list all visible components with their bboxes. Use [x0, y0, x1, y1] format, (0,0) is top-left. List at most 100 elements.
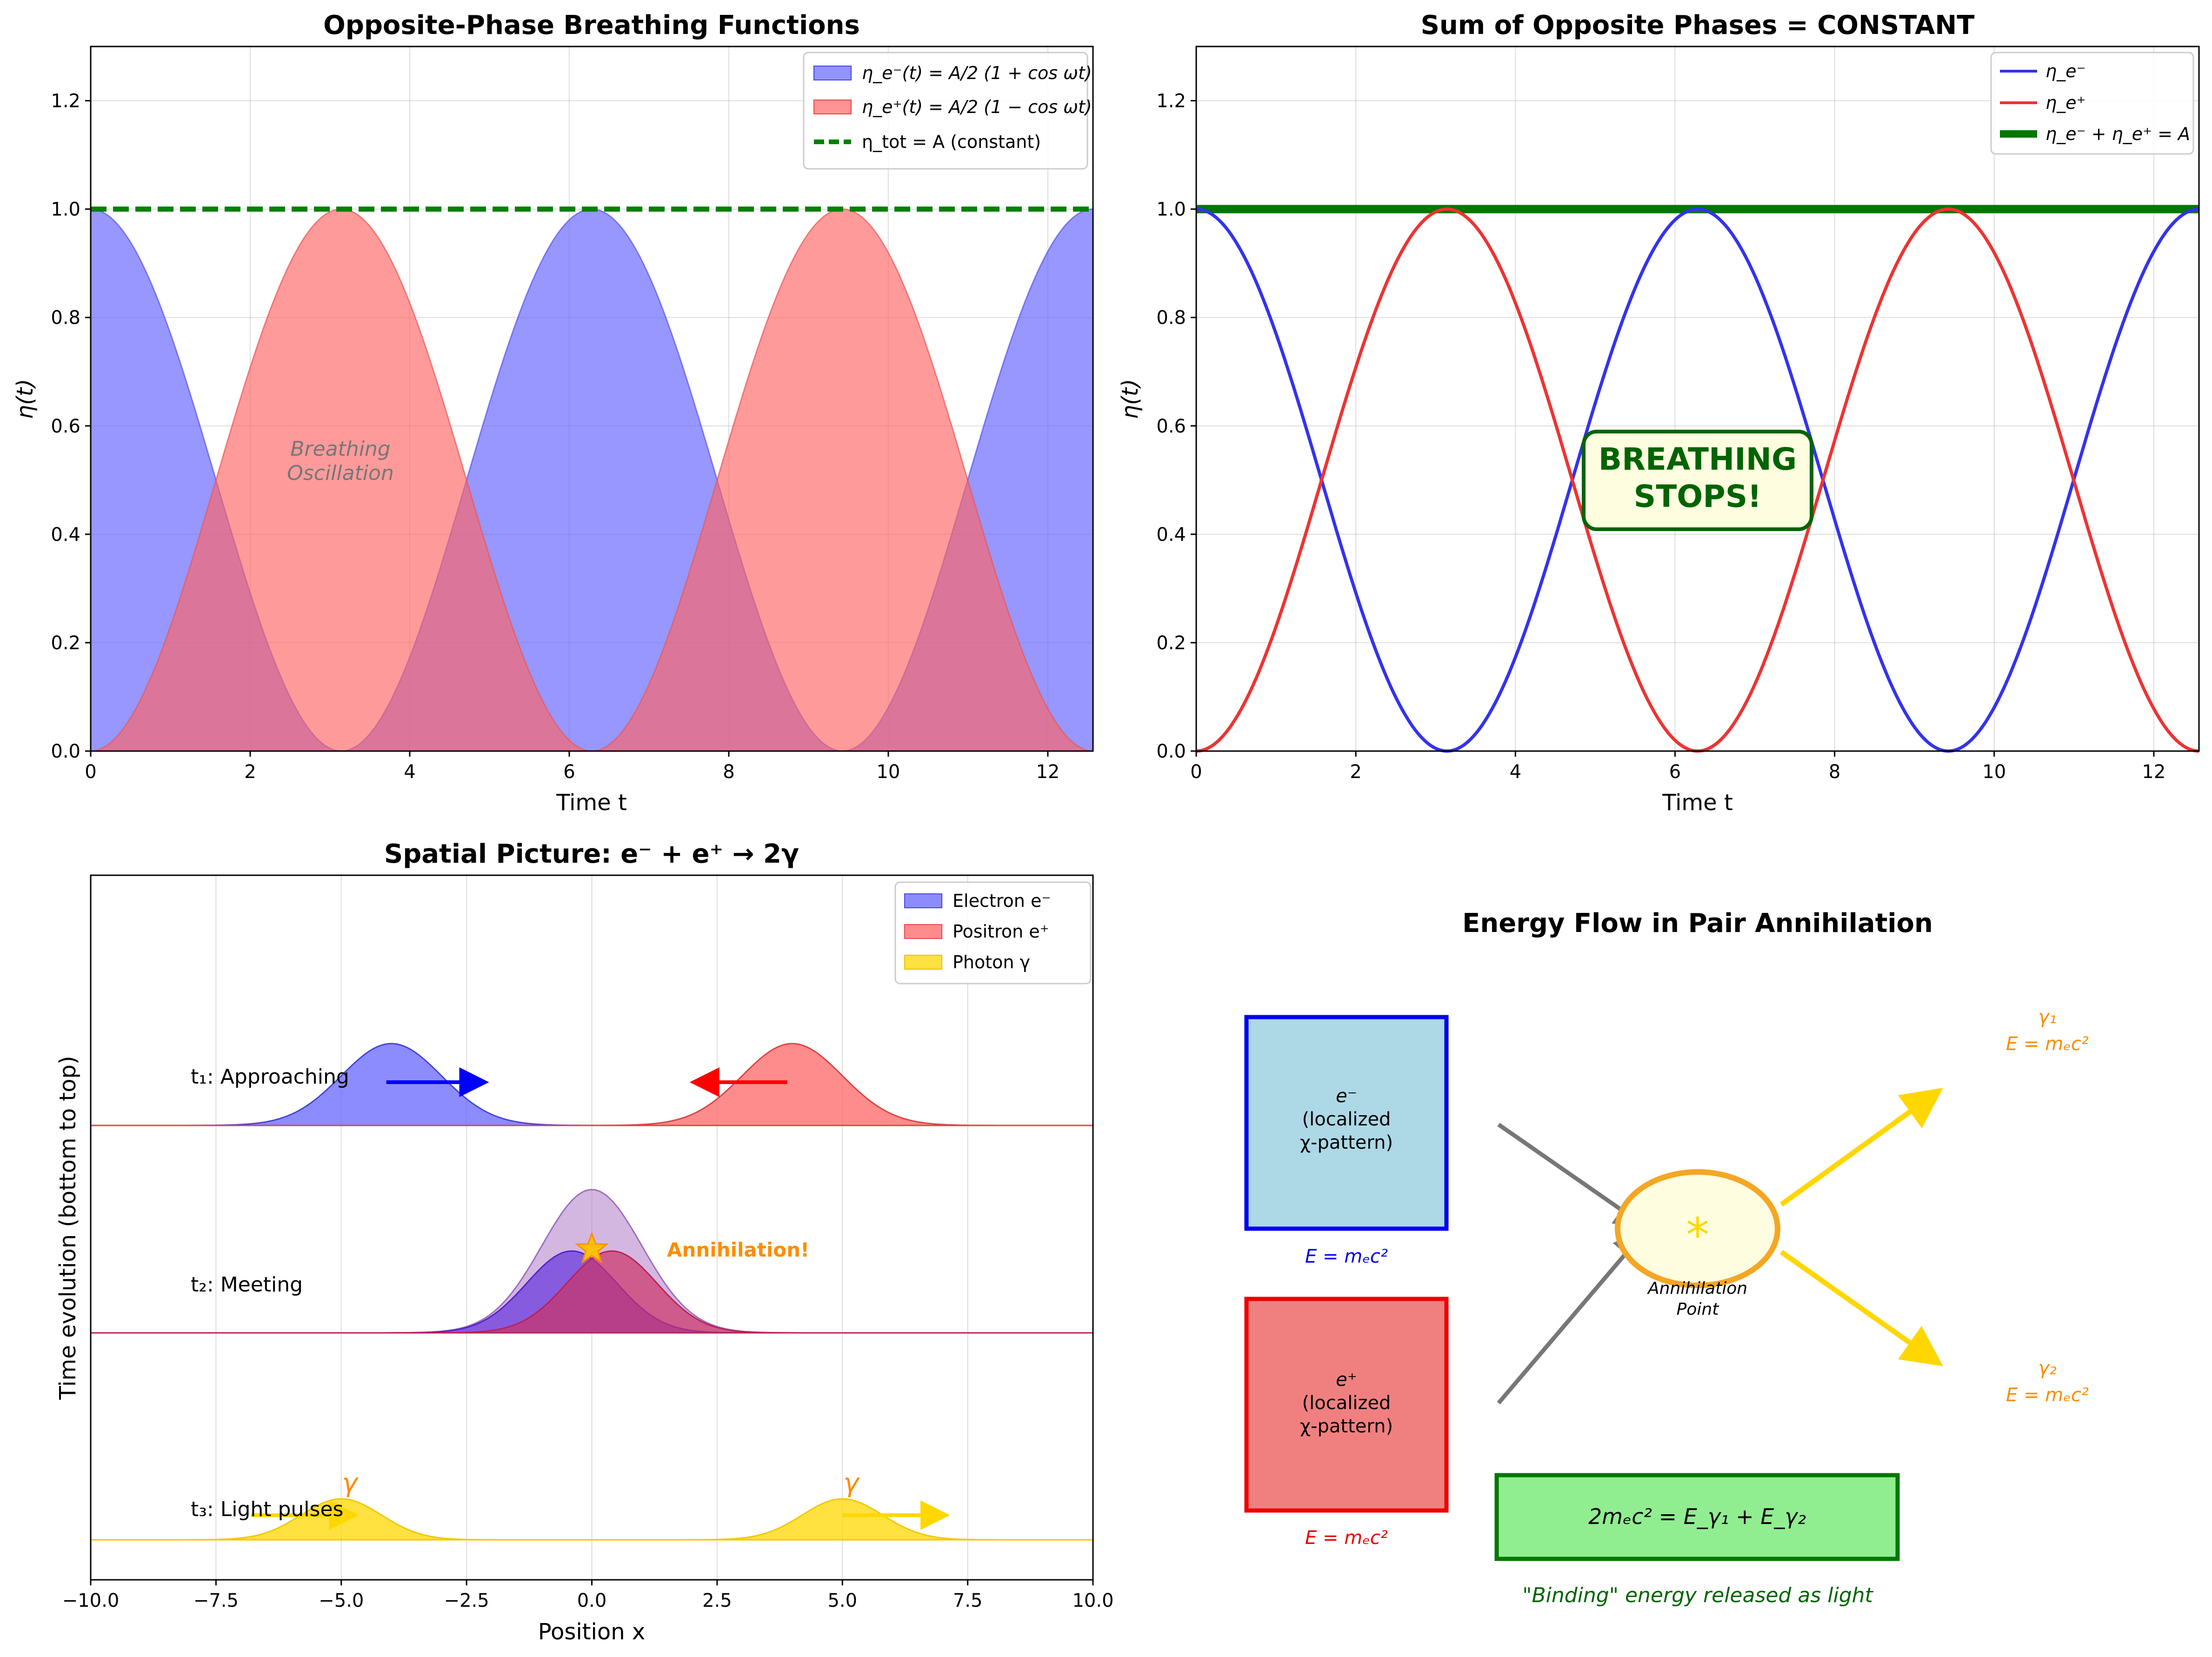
panel-energy-flow: Energy Flow in Pair Annihilation e⁻ (loc… — [1244, 908, 2089, 1607]
photon-left-label: γ — [342, 1468, 359, 1498]
panel4-title: Energy Flow in Pair Annihilation — [1462, 908, 1933, 938]
panel3-legend-electron-swatch — [904, 893, 942, 908]
panel2-callout-line2: STOPS! — [1634, 479, 1762, 514]
p2-ytick-label: 0.2 — [1156, 632, 1186, 654]
p1-xtick-label: 12 — [1036, 761, 1059, 783]
panel2-callout-box — [1582, 430, 1813, 531]
panel2-callout: BREATHING STOPS! — [1582, 430, 1813, 531]
annihilation-star-icon — [575, 1231, 609, 1264]
p1-ytick-label: 0.4 — [51, 524, 80, 546]
p2-ytick-label: 0.4 — [1156, 524, 1186, 546]
p2-ytick-label: 1.0 — [1156, 199, 1186, 220]
p2-xtick-label: 8 — [1829, 761, 1840, 783]
p1-xtick-label: 0 — [85, 761, 96, 783]
panel-sum-constant: Sum of Opposite Phases = CONSTANT 0 2 4 6 8 1… — [1117, 10, 2200, 816]
stage1-positron-wave — [91, 1043, 1093, 1126]
p3-xtick-label: 2.5 — [702, 1590, 732, 1611]
electron-line — [1196, 207, 2199, 753]
p3-xtick-label: −10.0 — [62, 1590, 120, 1611]
p2-xtick-label: 10 — [1982, 761, 2006, 783]
panel1-x-label: Time t — [556, 790, 627, 816]
panel-spatial-picture: Spatial Picture: e⁻ + e⁺ → 2γ −10.0 −7.5 −… — [55, 839, 1114, 1645]
p3-xtick-label: −7.5 — [193, 1590, 239, 1611]
p2-ytick-label: 0.6 — [1156, 416, 1186, 437]
p1-ytick-label: 1.2 — [51, 91, 80, 112]
p1-ytick-label: 0.0 — [51, 741, 80, 762]
electron-to-point-arrow — [1497, 1123, 1649, 1229]
positron-energy: E = mₑc² — [1305, 1527, 1388, 1549]
positron-box-symbol: e⁺ — [1336, 1369, 1357, 1391]
annihilation-point — [1615, 1169, 1780, 1288]
p1-ytick-label: 0.2 — [51, 632, 80, 654]
panel1-legend-positron-swatch — [813, 100, 852, 114]
panel2-title: Sum of Opposite Phases = CONSTANT — [1421, 10, 1975, 40]
panel2-legend-sum: η_e⁻ + η_e⁺ = A — [2045, 124, 2190, 144]
stage2-positron-wave — [91, 1250, 1093, 1334]
panel3-legend-photon-swatch — [904, 955, 942, 970]
photon2-energy: E = mₑc² — [2006, 1384, 2089, 1406]
panel1-frame — [90, 46, 1094, 752]
annihilation-point-label-line2: Point — [1677, 1300, 1720, 1319]
p1-xtick-label: 2 — [244, 761, 256, 783]
panel2-callout-line1: BREATHING — [1599, 441, 1797, 477]
panel1-annotation-line1: Breathing — [290, 437, 391, 461]
panel2-ticks: 0 2 4 6 8 10 12 0.0 0.2 0.4 0.6 0.8 1.0 1.2 — [1156, 91, 2165, 783]
panel1-y-label: η(t) — [12, 379, 38, 419]
stage2-label: t₂: Meeting — [191, 1273, 303, 1297]
panel3-legend: Electron e⁻ Positron e⁺ Photon γ — [894, 881, 1092, 985]
panel3-title: Spatial Picture: e⁻ + e⁺ → 2γ — [384, 839, 799, 869]
p1-ytick-label: 0.8 — [51, 307, 80, 329]
p1-xtick-label: 8 — [723, 761, 734, 783]
electron-box — [1244, 1015, 1449, 1231]
energy-equation-box — [1494, 1473, 1900, 1561]
panel1-legend-electron: η_e⁻(t) = A/2 (1 + cos ωt) — [862, 63, 1092, 83]
p3-xtick-label: −2.5 — [444, 1590, 489, 1611]
panel3-legend-positron-swatch — [904, 924, 942, 939]
panel3-y-label: Time evolution (bottom to top) — [55, 1056, 81, 1400]
positron-to-point-arrow — [1497, 1228, 1647, 1404]
p2-xtick-label: 12 — [2142, 761, 2165, 783]
photon2-arrow — [1779, 1250, 1943, 1366]
panel1-legend-box — [803, 52, 1088, 170]
p2-ytick-label: 0.0 — [1156, 741, 1186, 762]
panel1-legend-electron-swatch — [813, 66, 852, 80]
panel1-legend-total: η_tot = A (constant) — [862, 132, 1041, 152]
p3-xtick-label: 5.0 — [827, 1590, 857, 1611]
panel1-ticks: 0 2 4 6 8 10 12 0.0 0.2 0.4 0.6 0.8 1.0 1.2 — [51, 91, 1059, 783]
energy-equation: 2mₑc² = E_γ₁ + E_γ₂ — [1588, 1504, 1806, 1529]
panel2-frame — [1195, 46, 2200, 752]
p2-xtick-label: 2 — [1350, 761, 1361, 783]
panel2-legend: η_e⁻ η_e⁺ η_e⁻ + η_e⁺ = A — [1990, 52, 2194, 155]
panel1-legend-positron: η_e⁺(t) = A/2 (1 − cos ωt) — [862, 97, 1092, 117]
positron-box-line3: χ-pattern) — [1300, 1416, 1393, 1437]
panel3-plot-area — [91, 1043, 1093, 1541]
photon2-name: γ₂ — [2038, 1358, 2057, 1379]
photon-right-label: γ — [843, 1468, 860, 1498]
panel1-legend: η_e⁻(t) = A/2 (1 + cos ωt) η_e⁺(t) = A/2… — [803, 52, 1092, 170]
panel3-x-label: Position x — [538, 1619, 646, 1645]
energy-caption: "Binding" energy released as light — [1522, 1584, 1873, 1607]
p2-xtick-label: 4 — [1510, 761, 1521, 783]
p2-ytick-label: 0.8 — [1156, 307, 1186, 329]
p1-xtick-label: 10 — [876, 761, 900, 783]
stage1-label: t₁: Approaching — [191, 1065, 349, 1089]
panel2-legend-box — [1990, 52, 2194, 155]
electron-box-line2: (localized — [1302, 1109, 1391, 1130]
p1-ytick-label: 0.6 — [51, 416, 80, 437]
electron-box-symbol: e⁻ — [1336, 1085, 1357, 1107]
electron-box-line3: χ-pattern) — [1300, 1132, 1393, 1153]
p3-xtick-label: −5.0 — [319, 1590, 364, 1611]
panel-breathing-functions: Opposite-Phase Breathing Functions 0 2 4 6 8… — [12, 10, 1094, 816]
p3-xtick-label: 10.0 — [1072, 1590, 1113, 1611]
panel3-legend-box — [894, 881, 1092, 985]
panel2-legend-electron: η_e⁻ — [2045, 61, 2086, 81]
p3-xtick-label: 0.0 — [577, 1590, 607, 1611]
positron-box — [1244, 1297, 1449, 1513]
panel3-legend-positron: Positron e⁺ — [953, 921, 1049, 942]
panel1-annotation-line2: Oscillation — [287, 461, 394, 485]
annihilation-label: Annihilation! — [667, 1238, 809, 1261]
electron-energy: E = mₑc² — [1305, 1246, 1388, 1267]
p2-ytick-label: 1.2 — [1156, 91, 1186, 112]
positron-box-line2: (localized — [1302, 1392, 1391, 1414]
